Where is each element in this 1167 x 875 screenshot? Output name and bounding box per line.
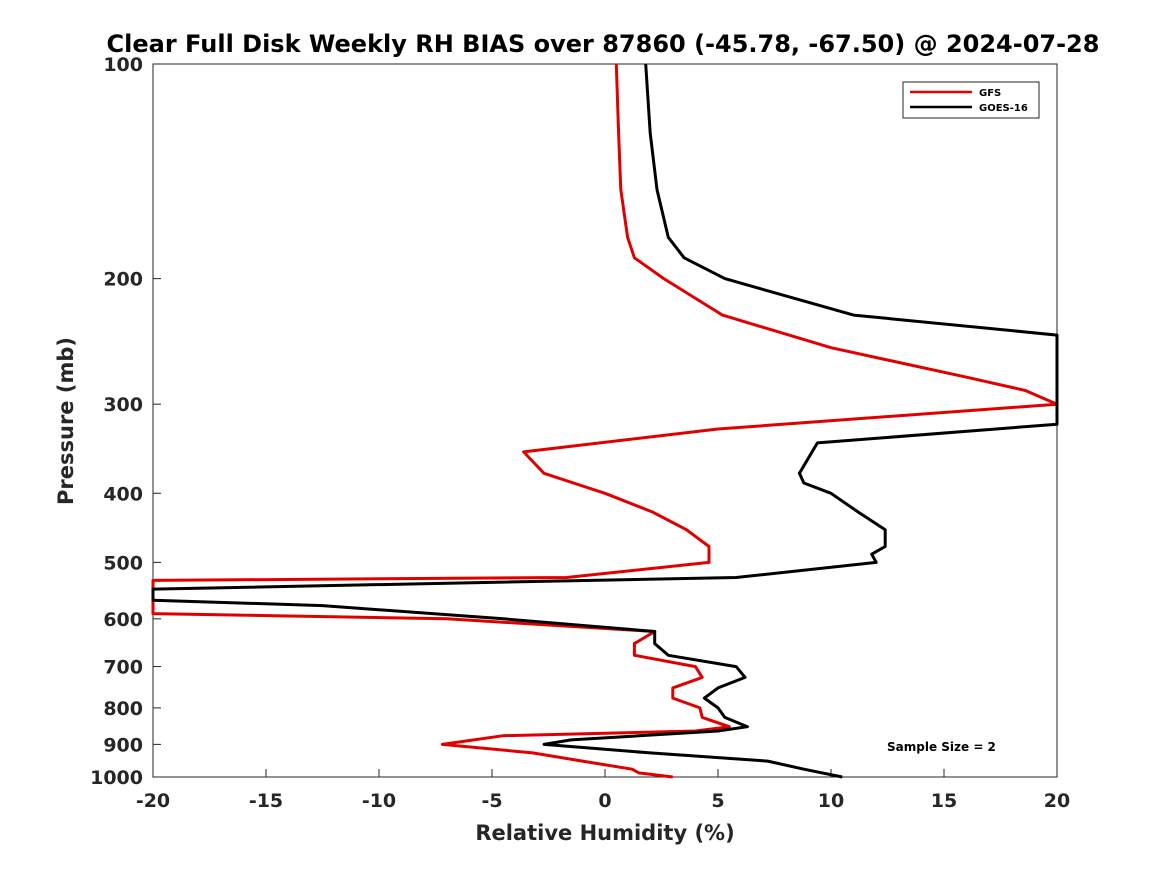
y-tick-label: 700 — [103, 657, 143, 679]
y-tick-label: 1000 — [90, 767, 143, 789]
y-tick-label: 800 — [103, 698, 143, 720]
series-lines — [151, 63, 1059, 779]
x-tick-label: -10 — [362, 790, 396, 812]
y-axis-label: Pressure (mb) — [54, 337, 78, 505]
x-tick-label: 15 — [931, 790, 957, 812]
plot-area — [152, 63, 1058, 778]
x-tick-label: -15 — [249, 790, 283, 812]
x-tick-label: -5 — [481, 790, 502, 812]
series-line-gfs — [151, 63, 1059, 779]
series-line-goes16 — [151, 63, 1059, 779]
chart-title: Clear Full Disk Weekly RH BIAS over 8786… — [107, 30, 1100, 58]
y-tick-label: 500 — [103, 552, 143, 574]
x-axis: -20 -15 -10 -5 0 5 10 15 20 — [136, 769, 1070, 812]
legend-box — [902, 81, 1040, 119]
x-axis-label: Relative Humidity (%) — [475, 821, 734, 845]
x-tick-label: 20 — [1044, 790, 1070, 812]
y-tick-label: 400 — [103, 483, 143, 505]
legend-label-goes16: GOES-16 — [979, 103, 1028, 114]
y-tick-label: 100 — [103, 54, 143, 76]
sample-size-annotation: Sample Size = 2 — [887, 740, 996, 754]
y-tick-label: 900 — [103, 734, 143, 756]
legend-label-gfs: GFS — [979, 88, 1001, 99]
y-axis: 100 200 300 400 500 600 700 800 900 1000 — [90, 54, 161, 789]
y-tick-label: 200 — [103, 269, 143, 291]
y-tick-label: 600 — [103, 609, 143, 631]
y-tick-label: 300 — [103, 394, 143, 416]
x-tick-label: 10 — [818, 790, 844, 812]
x-tick-label: 0 — [598, 790, 611, 812]
x-tick-label: 5 — [711, 790, 724, 812]
x-tick-label: -20 — [136, 790, 170, 812]
legend: GFS GOES-16 — [902, 81, 1040, 119]
